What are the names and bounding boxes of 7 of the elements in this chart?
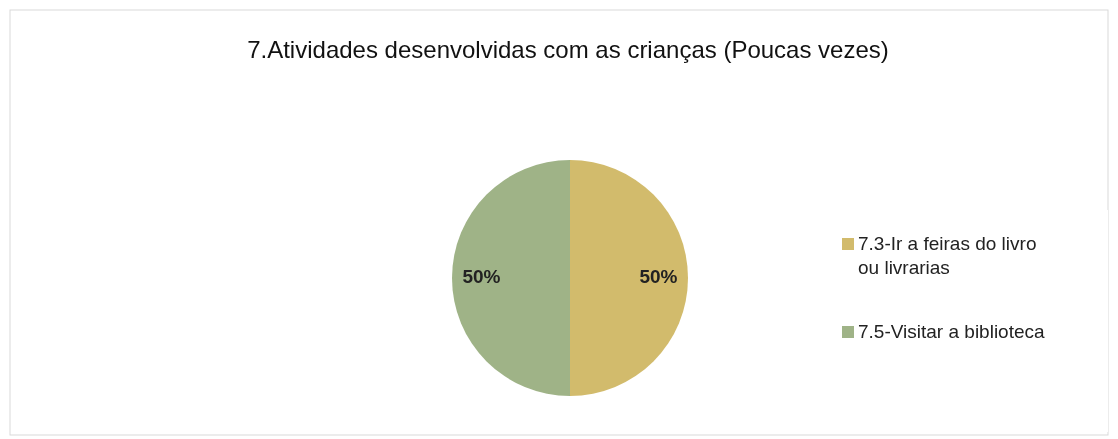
pie-slice <box>570 160 688 396</box>
data-label: 50% <box>462 266 501 288</box>
chart-title: 7.Atividades desenvolvidas com as crianças (Poucas vezes) <box>247 36 889 63</box>
data-label: 50% <box>639 266 678 288</box>
legend-label: 7.5-Visitar a biblioteca <box>858 321 1046 342</box>
pie-slice <box>452 160 570 396</box>
legend-label: 7.3-Ir a feiras do livro ou livrarias <box>858 233 1037 278</box>
